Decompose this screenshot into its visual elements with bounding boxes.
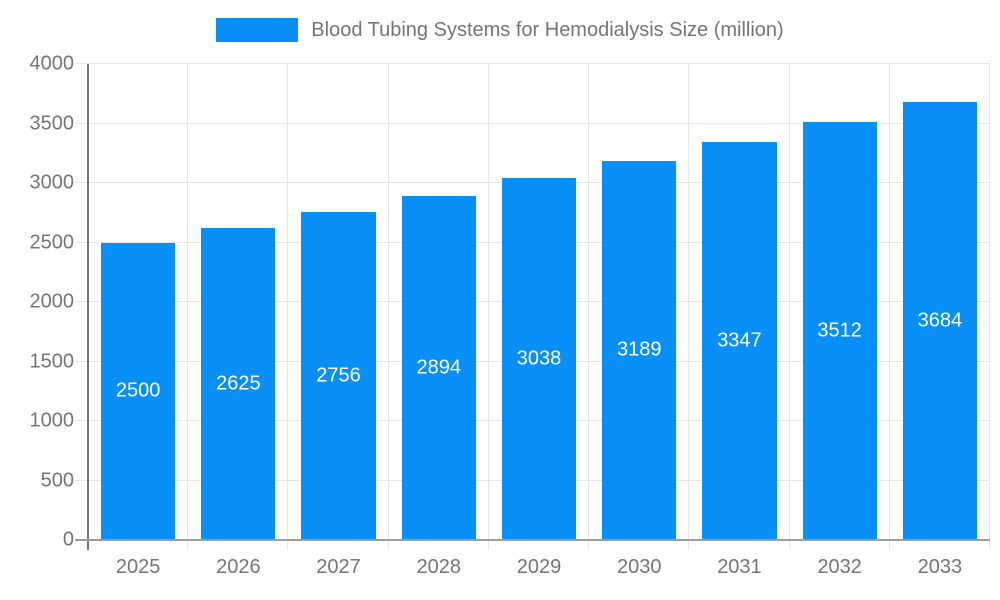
bar-value-label: 2756 bbox=[316, 364, 361, 387]
gridline-vertical bbox=[487, 64, 489, 550]
gridline-vertical bbox=[387, 64, 389, 550]
x-axis-tick-label: 2030 bbox=[616, 556, 662, 578]
bar-value-label: 2500 bbox=[115, 379, 161, 402]
bar-value-label: 2894 bbox=[416, 356, 462, 379]
gridline-horizontal bbox=[75, 122, 990, 124]
plot-area: 2500 2625 2756 2894 3038 3189 3347 3512 3684 bbox=[75, 63, 990, 550]
gridline-vertical bbox=[287, 64, 289, 550]
bar: 2500 bbox=[101, 242, 176, 540]
y-axis-tick-label: 1000 bbox=[29, 409, 75, 432]
gridline-horizontal bbox=[75, 63, 990, 64]
y-axis-tick-label: 4000 bbox=[29, 52, 75, 75]
gridline-vertical bbox=[187, 64, 189, 550]
bar-value-label: 3684 bbox=[917, 309, 963, 332]
y-axis-tick-label: 1500 bbox=[29, 350, 75, 372]
y-axis-tick-label: 500 bbox=[40, 469, 74, 491]
bar: 2625 bbox=[201, 227, 276, 540]
bar: 3347 bbox=[702, 141, 777, 540]
gridline-vertical bbox=[588, 64, 590, 550]
gridline-vertical bbox=[888, 64, 890, 550]
x-axis-line bbox=[75, 539, 990, 541]
bar-value-label: 3347 bbox=[717, 329, 762, 352]
x-axis-tick-label: 2029 bbox=[516, 556, 562, 578]
y-axis-tick-label: 2000 bbox=[29, 290, 75, 313]
bar: 3038 bbox=[501, 178, 577, 540]
x-axis-tick-label: 2028 bbox=[416, 556, 462, 578]
y-axis-tick-label: 2500 bbox=[29, 231, 75, 253]
x-axis-tick-label: 2032 bbox=[817, 556, 862, 578]
x-axis-tick-label: 2027 bbox=[316, 556, 361, 578]
bar-value-label: 3038 bbox=[516, 347, 562, 370]
gridline-vertical bbox=[688, 64, 690, 550]
y-axis-tick-label: 3500 bbox=[29, 112, 75, 134]
bar: 2894 bbox=[401, 195, 476, 540]
bar: 3512 bbox=[802, 122, 877, 540]
y-axis-tick-label: 3000 bbox=[29, 171, 75, 194]
bar-value-label: 3189 bbox=[616, 338, 662, 361]
y-axis-line bbox=[87, 64, 89, 550]
bar-value-label: 3512 bbox=[817, 319, 862, 342]
legend[interactable]: Blood Tubing Systems for Hemodialysis Si… bbox=[0, 18, 1000, 42]
x-axis-tick-label: 2033 bbox=[917, 556, 963, 578]
bar: 3684 bbox=[902, 101, 977, 540]
y-axis-tick-label: 0 bbox=[62, 528, 74, 551]
x-axis-tick-label: 2025 bbox=[115, 556, 161, 578]
gridline-vertical bbox=[788, 64, 790, 550]
gridline-vertical bbox=[989, 64, 990, 550]
x-axis-tick-label: 2031 bbox=[717, 556, 762, 578]
legend-swatch bbox=[216, 18, 299, 42]
bar: 3189 bbox=[602, 160, 677, 540]
bar-value-label: 2625 bbox=[216, 372, 261, 395]
x-axis-tick-label: 2026 bbox=[216, 556, 261, 578]
bar: 2756 bbox=[301, 212, 376, 540]
chart-title: Blood Tubing Systems for Hemodialysis Si… bbox=[311, 18, 784, 41]
